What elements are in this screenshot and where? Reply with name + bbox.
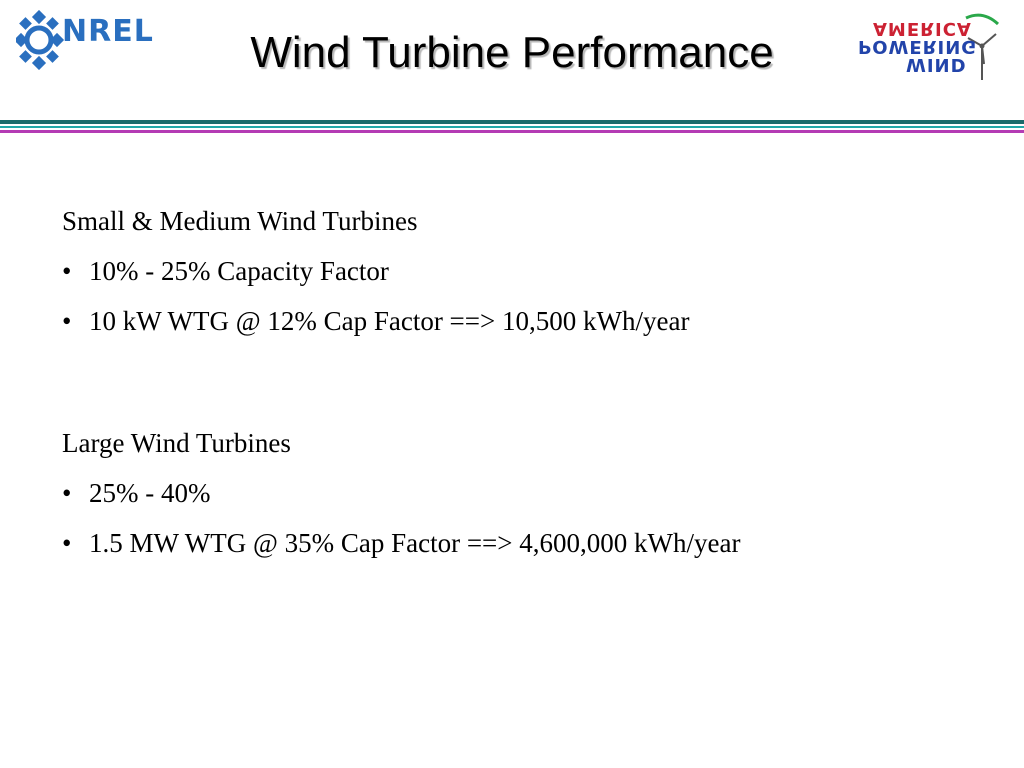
- header-divider-dark: [0, 120, 1024, 124]
- section-heading-large: Large Wind Turbines: [62, 428, 291, 458]
- bullet-text: 1.5 MW WTG @ 35% Cap Factor ==> 4,600,00…: [89, 528, 741, 558]
- bullet-glyph: •: [62, 478, 72, 508]
- header-divider-magenta: [0, 130, 1024, 133]
- bullet-glyph: •: [62, 306, 72, 336]
- section-heading-small-medium: Small & Medium Wind Turbines: [62, 206, 418, 236]
- nrel-sunburst-icon: [16, 10, 65, 70]
- bullet-item: • 10% - 25% Capacity Factor: [62, 256, 389, 287]
- wpa-line-wind: WIND: [906, 54, 967, 75]
- page-title: Wind Turbine Performance: [250, 28, 774, 77]
- nrel-wordmark: NREL: [62, 14, 154, 49]
- bullet-item: • 10 kW WTG @ 12% Cap Factor ==> 10,500 k…: [62, 306, 689, 337]
- wind-turbine-icon: [965, 13, 1000, 80]
- bullet-item: • 25% - 40%: [62, 478, 210, 509]
- bullet-glyph: •: [62, 256, 72, 286]
- bullet-text: 10 kW WTG @ 12% Cap Factor ==> 10,500 kW…: [89, 306, 690, 336]
- bullet-text: 10% - 25% Capacity Factor: [89, 256, 389, 286]
- bullet-glyph: •: [62, 528, 72, 558]
- bullet-text: 25% - 40%: [89, 478, 211, 508]
- bullet-item: • 1.5 MW WTG @ 35% Cap Factor ==> 4,600,0…: [62, 528, 740, 559]
- header-divider-teal: [0, 126, 1024, 128]
